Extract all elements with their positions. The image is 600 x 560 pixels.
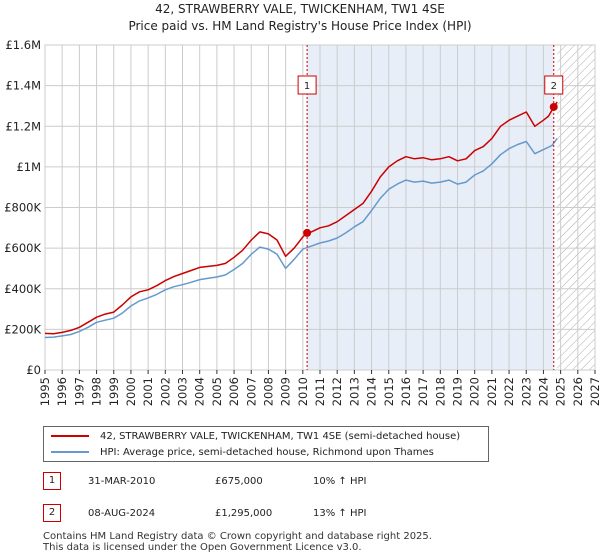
grid-lines <box>44 44 596 371</box>
y-tick-label: £1.6M <box>5 38 41 52</box>
hpi-line <box>44 137 558 339</box>
x-tick-label: 2004 <box>193 377 207 406</box>
legend-item-hpi: HPI: Average price, semi-detached house,… <box>51 445 434 461</box>
x-tick-label: 2001 <box>141 377 155 406</box>
sale-badge-label: 1 <box>304 81 310 92</box>
transaction-price: £675,000 <box>215 476 263 487</box>
x-tick-label: 2011 <box>313 377 327 406</box>
transaction-price: £1,295,000 <box>215 508 273 519</box>
chart-subtitle: Price paid vs. HM Land Registry's House … <box>128 19 471 33</box>
x-tick-label: 2019 <box>451 377 465 406</box>
x-tick-label: 2018 <box>433 377 447 406</box>
legend-label-property: 42, STRAWBERRY VALE, TWICKENHAM, TW1 4SE… <box>100 431 461 442</box>
x-tick-label: 2026 <box>571 377 585 406</box>
x-tick-label: 2016 <box>399 377 413 406</box>
sale-badge <box>297 75 317 95</box>
footer-licence: This data is licensed under the Open Gov… <box>43 542 362 553</box>
footer-copyright: Contains HM Land Registry data © Crown c… <box>43 531 432 542</box>
sale-badge <box>544 75 564 95</box>
x-tick-label: 2025 <box>554 377 568 406</box>
x-tick-label: 2022 <box>502 377 516 406</box>
x-tick-label: 2024 <box>536 377 550 406</box>
y-tick-label: £1M <box>16 160 41 174</box>
x-tick-label: 2023 <box>519 377 533 406</box>
x-tick-label: 2012 <box>330 377 344 406</box>
x-tick-label: 2003 <box>176 377 190 406</box>
legend: 42, STRAWBERRY VALE, TWICKENHAM, TW1 4SE… <box>43 426 489 462</box>
x-tick-label: 2020 <box>468 377 482 406</box>
transaction-badge: 1 <box>43 472 61 490</box>
x-tick-label: 2013 <box>347 377 361 406</box>
x-tick-label: 2000 <box>124 377 138 406</box>
x-tick-label: 2017 <box>416 377 430 406</box>
y-tick-label: £200K <box>4 322 41 336</box>
y-tick-label: £400K <box>4 282 41 296</box>
sale-point <box>549 102 558 111</box>
sale-point <box>303 228 312 237</box>
x-tick-label: 2002 <box>158 377 172 406</box>
price-chart: 42, STRAWBERRY VALE, TWICKENHAM, TW1 4SE… <box>4 2 600 406</box>
x-tick-label: 1997 <box>72 377 86 406</box>
y-tick-label: £1.2M <box>5 119 41 133</box>
x-tick-label: 2006 <box>227 377 241 406</box>
x-tick-label: 2010 <box>296 377 310 406</box>
x-tick-label: 2009 <box>279 377 293 406</box>
transaction-hpi-change: 13% ↑ HPI <box>313 508 367 519</box>
x-axis: 1995 1996 1997 1998 1999 2000 2001 2002 2003 2004… <box>38 370 600 406</box>
x-tick-label: 2021 <box>485 377 499 406</box>
x-tick-label: 2005 <box>210 377 224 406</box>
transaction-date: 08-AUG-2024 <box>88 508 156 519</box>
y-tick-label: £800K <box>4 201 41 215</box>
legend-item-property: 42, STRAWBERRY VALE, TWICKENHAM, TW1 4SE… <box>51 429 460 445</box>
transaction-date: 31-MAR-2010 <box>88 476 156 487</box>
legend-label-hpi: HPI: Average price, semi-detached house,… <box>100 447 434 458</box>
footer: Contains HM Land Registry data © Crown c… <box>43 531 432 553</box>
y-tick-label: £1.4M <box>5 79 41 93</box>
x-tick-label: 1999 <box>107 377 121 406</box>
legend-swatch-hpi <box>51 451 89 453</box>
y-axis: £0 £200K £400K £600K £800K £1M £1.2M £1.4M £1.6M <box>4 38 41 377</box>
x-tick-label: 2014 <box>365 377 379 406</box>
transaction-badge: 2 <box>43 504 61 522</box>
x-tick-label: 2027 <box>588 377 600 406</box>
y-tick-label: £0 <box>26 363 41 377</box>
x-tick-label: 2015 <box>382 377 396 406</box>
y-tick-label: £600K <box>4 241 41 255</box>
x-tick-label: 1995 <box>38 377 52 406</box>
x-tick-label: 1998 <box>90 377 104 406</box>
transaction-hpi-change: 10% ↑ HPI <box>313 476 367 487</box>
x-tick-label: 2007 <box>244 377 258 406</box>
sale-badge-label: 2 <box>551 81 557 92</box>
x-tick-label: 1996 <box>55 377 69 406</box>
x-tick-label: 2008 <box>261 377 275 406</box>
chart-title: 42, STRAWBERRY VALE, TWICKENHAM, TW1 4SE <box>155 2 445 16</box>
legend-swatch-property <box>51 435 89 437</box>
